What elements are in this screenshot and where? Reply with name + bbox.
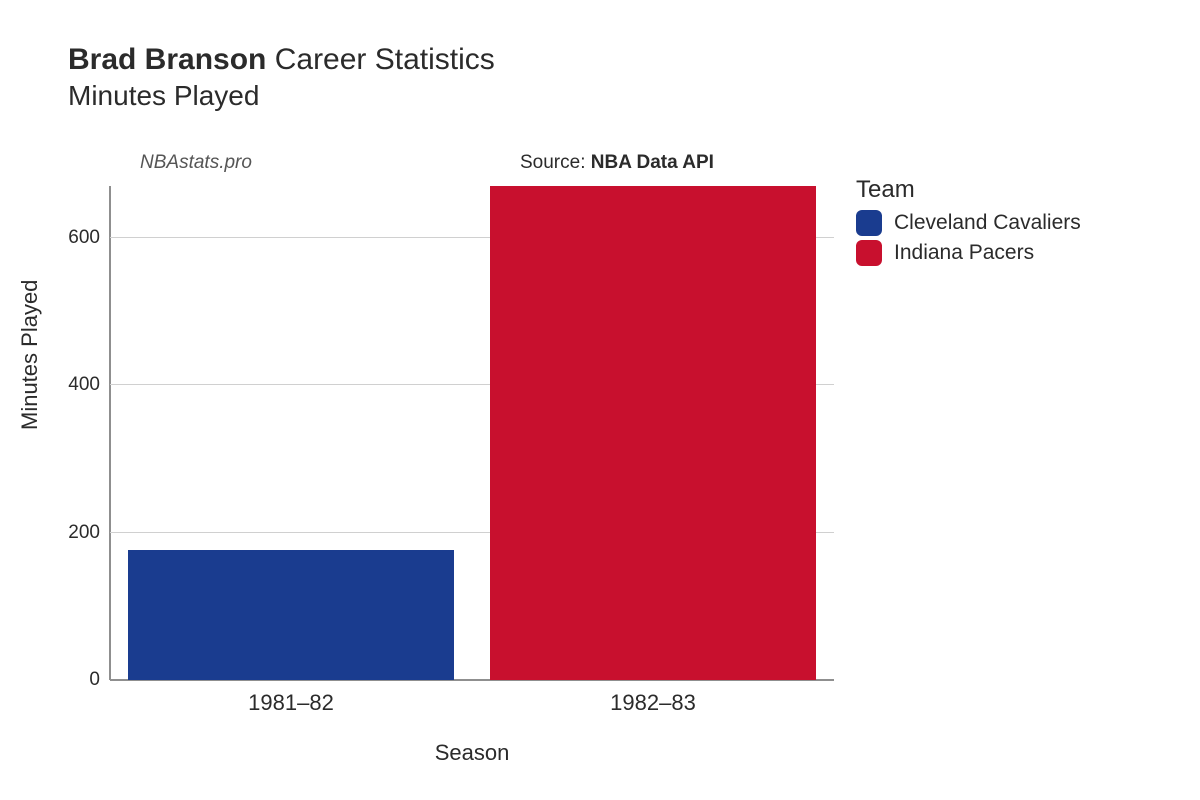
chart-title-block: Brad Branson Career Statistics Minutes P… — [68, 42, 495, 112]
legend-title: Team — [856, 176, 1081, 204]
y-tick-label: 600 — [40, 227, 110, 249]
legend-label: Indiana Pacers — [894, 241, 1034, 265]
legend-label: Cleveland Cavaliers — [894, 211, 1081, 235]
chart-container: Brad Branson Career Statistics Minutes P… — [0, 0, 1200, 800]
y-tick-label: 0 — [40, 669, 110, 691]
y-tick-label: 200 — [40, 522, 110, 544]
bar — [490, 186, 816, 680]
legend-item: Cleveland Cavaliers — [856, 210, 1081, 236]
x-tick-label: 1982–83 — [610, 680, 696, 716]
legend-item: Indiana Pacers — [856, 240, 1081, 266]
title-suffix: Career Statistics — [275, 43, 495, 76]
y-axis-title: Minutes Played — [17, 280, 43, 430]
player-name: Brad Branson — [68, 43, 266, 76]
x-tick-label: 1981–82 — [248, 680, 334, 716]
source-name: NBA Data API — [591, 152, 714, 173]
source-label: Source: NBA Data API — [520, 152, 714, 174]
y-tick-label: 400 — [40, 374, 110, 396]
y-axis-line — [109, 186, 111, 680]
chart-title: Brad Branson Career Statistics — [68, 42, 495, 78]
legend-swatch — [856, 240, 882, 266]
x-axis-title: Season — [435, 740, 510, 766]
bar — [128, 550, 454, 680]
legend-swatch — [856, 210, 882, 236]
plot-area: 02004006001981–821982–83 — [110, 186, 834, 680]
chart-subtitle: Minutes Played — [68, 80, 495, 112]
legend: Team Cleveland Cavaliers Indiana Pacers — [856, 176, 1081, 270]
watermark-text: NBAstats.pro — [140, 152, 252, 174]
source-prefix: Source: — [520, 152, 591, 173]
